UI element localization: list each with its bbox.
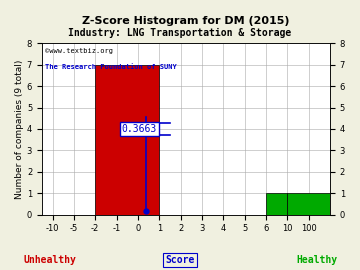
Text: Healthy: Healthy	[296, 255, 337, 265]
Text: 0.3663: 0.3663	[122, 124, 157, 134]
Text: The Research Foundation of SUNY: The Research Foundation of SUNY	[45, 64, 176, 70]
Bar	[266, 193, 287, 215]
Text: Score: Score	[165, 255, 195, 265]
Text: Industry: LNG Transportation & Storage: Industry: LNG Transportation & Storage	[68, 28, 292, 38]
Text: Unhealthy: Unhealthy	[24, 255, 77, 265]
Text: ©www.textbiz.org: ©www.textbiz.org	[45, 48, 113, 54]
Title: Z-Score Histogram for DM (2015): Z-Score Histogram for DM (2015)	[82, 16, 290, 26]
Y-axis label: Number of companies (9 total): Number of companies (9 total)	[15, 59, 24, 199]
Bar	[95, 65, 159, 215]
Bar	[287, 193, 330, 215]
